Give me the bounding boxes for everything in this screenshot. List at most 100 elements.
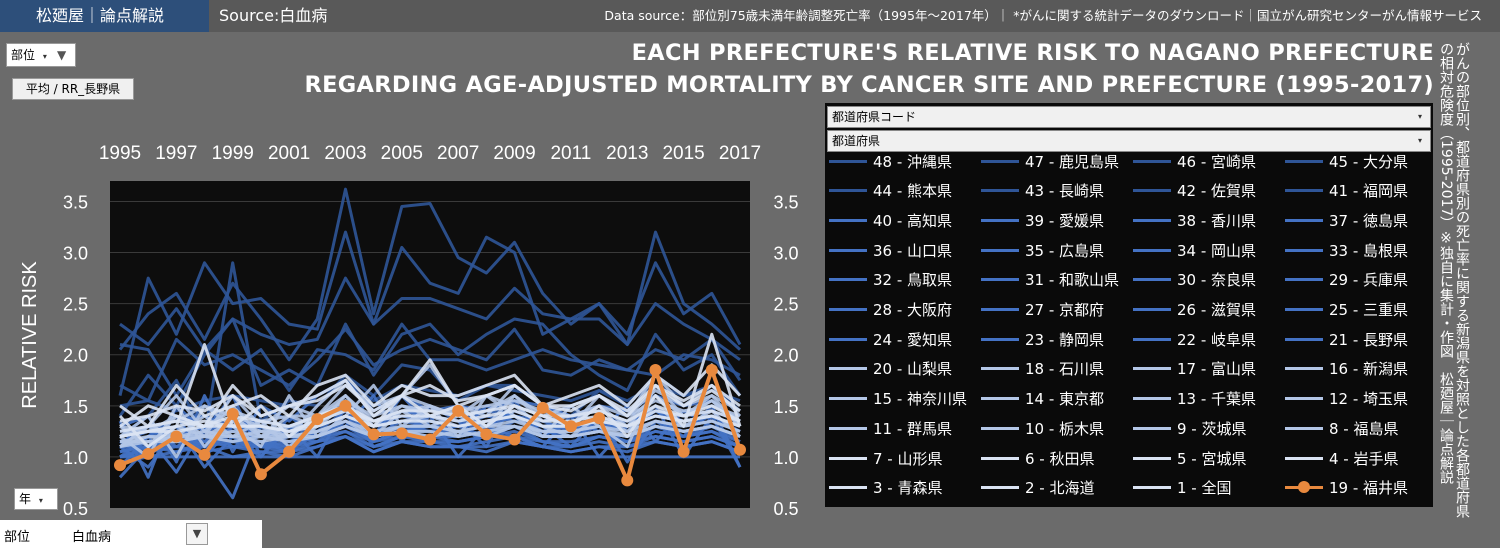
legend-item[interactable]: 29 - 兵庫県 <box>1285 269 1408 291</box>
legend-item[interactable]: 48 - 沖縄県 <box>829 150 952 172</box>
legend-item[interactable]: 9 - 茨城県 <box>1133 417 1247 439</box>
legend-item[interactable]: 16 - 新潟県 <box>1285 358 1408 380</box>
legend-item[interactable]: 46 - 宮崎県 <box>1133 150 1256 172</box>
highlight-series <box>114 364 746 487</box>
y-tick-label: 2.5 <box>773 295 798 315</box>
legend-label: 33 - 島根県 <box>1329 241 1409 260</box>
legend-item[interactable]: 35 - 広島県 <box>981 239 1104 261</box>
legend-item[interactable]: 22 - 岐阜県 <box>1133 328 1256 350</box>
legend-item[interactable]: 26 - 滋賀県 <box>1133 299 1256 321</box>
highlight-point <box>283 445 296 458</box>
legend-label: 24 - 愛知県 <box>873 330 953 349</box>
legend-label: 4 - 岩手県 <box>1329 449 1399 468</box>
legend-item[interactable]: 6 - 秋田県 <box>981 447 1095 469</box>
legend-item[interactable]: 39 - 愛媛県 <box>981 209 1104 231</box>
highlight-point <box>705 364 718 377</box>
site-slicer[interactable]: 部位 ▾ ▼ <box>6 43 76 67</box>
legend-item[interactable]: 13 - 千葉県 <box>1133 388 1256 410</box>
legend-item[interactable]: 28 - 大阪府 <box>829 299 952 321</box>
legend-item[interactable]: 21 - 長野県 <box>1285 328 1408 350</box>
year-slicer[interactable]: 年 ▾ <box>14 488 58 510</box>
legend-item[interactable]: 3 - 青森県 <box>829 477 943 499</box>
legend-swatch <box>981 218 1019 222</box>
legend-swatch <box>981 248 1019 252</box>
legend-item[interactable]: 27 - 京都府 <box>981 299 1104 321</box>
highlight-point <box>170 430 183 443</box>
legend-item[interactable]: 47 - 鹿児島県 <box>981 150 1119 172</box>
legend-label: 25 - 三重県 <box>1329 301 1409 319</box>
legend-item[interactable]: 7 - 山形県 <box>829 447 943 469</box>
legend-item[interactable]: 20 - 山梨県 <box>829 358 952 380</box>
legend-item[interactable]: 32 - 鳥取県 <box>829 269 952 291</box>
legend-item[interactable]: 15 - 神奈川県 <box>829 388 967 410</box>
legend-item[interactable]: 40 - 高知県 <box>829 209 952 231</box>
legend-label: 29 - 兵庫県 <box>1329 271 1409 290</box>
legend-item[interactable]: 24 - 愛知県 <box>829 328 952 350</box>
legend-label: 7 - 山形県 <box>873 449 943 468</box>
legend-swatch <box>829 337 867 341</box>
legend-item[interactable]: 11 - 群馬県 <box>829 417 952 439</box>
legend-label: 14 - 東京都 <box>1025 390 1105 409</box>
legend-item[interactable]: 12 - 埼玉県 <box>1285 388 1408 410</box>
legend-label: 6 - 秋田県 <box>1025 449 1095 468</box>
chevron-down-icon[interactable]: ▾ <box>42 52 47 61</box>
legend-swatch <box>1285 397 1323 401</box>
legend-swatch <box>1133 397 1171 401</box>
legend-item[interactable]: 5 - 宮城県 <box>1133 447 1247 469</box>
legend-label: 8 - 福島県 <box>1329 419 1399 438</box>
legend-item[interactable]: 36 - 山口県 <box>829 239 952 261</box>
legend-label: 48 - 沖縄県 <box>873 152 953 171</box>
series-line <box>120 419 741 444</box>
y-axis-left: 3.5 3.0 2.5 2.0 1.5 1.0 0.5 <box>63 192 88 519</box>
brand-label: 松廼屋｜論点解説 <box>0 0 209 32</box>
legend-item[interactable]: 41 - 福岡県 <box>1285 180 1408 202</box>
legend-item[interactable]: 30 - 奈良県 <box>1133 269 1256 291</box>
legend-label: 35 - 広島県 <box>1025 241 1105 260</box>
legend-item[interactable]: 25 - 三重県 <box>1285 299 1408 321</box>
legend-label: 47 - 鹿児島県 <box>1025 152 1120 171</box>
legend-item[interactable]: 2 - 北海道 <box>981 477 1095 499</box>
legend-item[interactable]: 45 - 大分県 <box>1285 150 1408 172</box>
legend-item[interactable]: 10 - 栃木県 <box>981 417 1104 439</box>
chevron-down-icon[interactable]: ▾ <box>38 496 43 505</box>
legend-swatch <box>1133 486 1171 490</box>
filter-icon[interactable]: ▼ <box>186 523 208 545</box>
legend-item[interactable]: 43 - 長崎県 <box>981 180 1104 202</box>
bottom-site-slicer[interactable]: 部位 白血病 ▼ <box>0 520 262 548</box>
y-tick-label: 0.5 <box>773 499 798 519</box>
legend-item[interactable]: 33 - 島根県 <box>1285 239 1408 261</box>
legend-item[interactable]: 8 - 福島県 <box>1285 417 1399 439</box>
highlight-point <box>677 445 690 458</box>
legend-label: 2 - 北海道 <box>1025 479 1095 498</box>
legend-item[interactable]: 34 - 岡山県 <box>1133 239 1256 261</box>
legend-item[interactable]: 17 - 富山県 <box>1133 358 1256 380</box>
highlight-point <box>536 401 549 414</box>
legend-item[interactable]: 31 - 和歌山県 <box>981 269 1119 291</box>
average-rr-button[interactable]: 平均 / RR_長野県 <box>12 78 134 100</box>
legend-label: 9 - 茨城県 <box>1177 419 1247 438</box>
legend-item[interactable]: 37 - 徳島県 <box>1285 209 1408 231</box>
legend-item[interactable]: 38 - 香川県 <box>1133 209 1256 231</box>
legend-item[interactable]: 23 - 静岡県 <box>981 328 1104 350</box>
legend-item[interactable]: 19 - 福井県 <box>1285 477 1408 499</box>
legend-item[interactable]: 44 - 熊本県 <box>829 180 952 202</box>
legend-label: 46 - 宮崎県 <box>1177 152 1257 171</box>
prefecture-code-dropdown[interactable]: 都道府県コード ▾ <box>827 106 1431 128</box>
legend-item[interactable]: 14 - 東京都 <box>981 388 1104 410</box>
filter-icon[interactable]: ▼ <box>57 48 67 62</box>
legend-swatch <box>1285 367 1323 371</box>
legend-item[interactable]: 42 - 佐賀県 <box>1133 180 1256 202</box>
legend-item[interactable]: 4 - 岩手県 <box>1285 447 1399 469</box>
y-tick-label: 3.5 <box>63 192 88 212</box>
legend-label: 3 - 青森県 <box>873 479 943 498</box>
prefecture-dropdown[interactable]: 都道府県 ▾ <box>827 130 1431 152</box>
legend-item[interactable]: 1 - 全国 <box>1133 477 1232 499</box>
legend-label: 39 - 愛媛県 <box>1025 211 1105 230</box>
chevron-down-icon[interactable]: ▾ <box>1417 136 1422 145</box>
highlight-point <box>734 443 746 456</box>
legend-marker <box>1298 481 1310 494</box>
chevron-down-icon[interactable]: ▾ <box>1417 112 1422 121</box>
legend-swatch <box>1285 481 1323 494</box>
legend-swatch <box>1285 308 1323 311</box>
legend-item[interactable]: 18 - 石川県 <box>981 358 1104 380</box>
